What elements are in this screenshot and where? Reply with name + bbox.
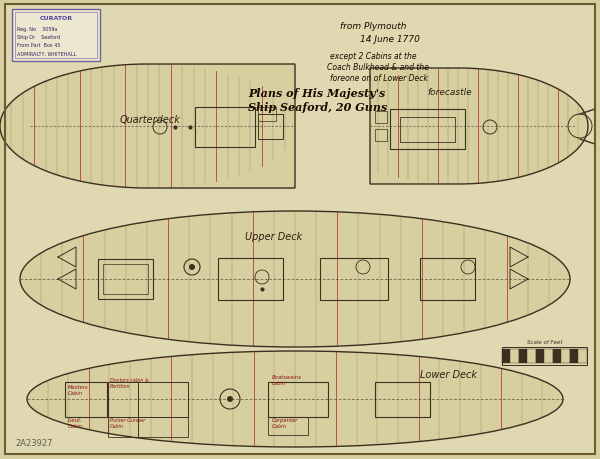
Bar	[502, 347, 587, 365]
Bar	[12, 10, 100, 62]
Text: Lieut.
Cabin: Lieut. Cabin	[68, 417, 83, 428]
Bar	[400, 118, 455, 143]
Bar	[195, 108, 255, 148]
Circle shape	[227, 396, 233, 402]
Bar	[527, 349, 536, 363]
Text: Purser Gunner
Cabin: Purser Gunner Cabin	[110, 417, 145, 428]
Text: Upper Deck: Upper Deck	[245, 231, 302, 241]
Text: Ship Or    Seaford: Ship Or Seaford	[17, 35, 60, 40]
Bar	[258, 115, 283, 140]
Bar	[108, 382, 138, 417]
Text: From Part  Box 45: From Part Box 45	[17, 43, 61, 48]
Text: from Plymouth: from Plymouth	[340, 22, 407, 31]
Bar	[258, 108, 276, 122]
Bar	[420, 258, 475, 300]
Bar	[375, 382, 430, 417]
Text: Scale of Feet: Scale of Feet	[527, 339, 563, 344]
Text: 2A23927: 2A23927	[15, 438, 53, 447]
Bar	[138, 417, 188, 437]
Text: Doctors cabin &
Partition: Doctors cabin & Partition	[110, 377, 149, 388]
Text: CURATOR: CURATOR	[40, 16, 73, 21]
Bar	[138, 382, 188, 417]
Text: Carpenter
Cabin: Carpenter Cabin	[272, 417, 298, 428]
Text: Boatswains
cabin: Boatswains cabin	[272, 374, 302, 385]
Bar	[65, 382, 107, 417]
Bar	[103, 264, 148, 294]
Bar	[108, 417, 138, 437]
Text: foreone on of Lower Deck: foreone on of Lower Deck	[330, 74, 428, 83]
Bar	[375, 130, 387, 142]
Bar	[511, 349, 519, 363]
Bar	[562, 349, 570, 363]
Bar	[553, 349, 562, 363]
Text: Quarterdeck: Quarterdeck	[120, 115, 181, 125]
Ellipse shape	[27, 351, 563, 447]
Text: Ship Seaford, 20 Guns: Ship Seaford, 20 Guns	[248, 102, 387, 113]
Text: forecastle: forecastle	[428, 87, 472, 96]
Bar	[544, 349, 553, 363]
Text: 14 June 1770: 14 June 1770	[360, 35, 420, 44]
Bar	[570, 349, 578, 363]
Text: Lower Deck: Lower Deck	[420, 369, 477, 379]
Bar	[98, 259, 153, 299]
Text: Reg. No    3059a: Reg. No 3059a	[17, 27, 58, 32]
Text: Masters
Cabin: Masters Cabin	[68, 384, 89, 395]
Bar	[218, 258, 283, 300]
Ellipse shape	[20, 212, 570, 347]
Bar	[268, 417, 308, 435]
Text: except 2 Cabins at the: except 2 Cabins at the	[330, 52, 416, 61]
PathPatch shape	[370, 69, 588, 185]
Bar	[390, 110, 465, 150]
Bar	[375, 112, 387, 124]
Bar	[578, 349, 587, 363]
Text: Plans of His Majesty's: Plans of His Majesty's	[248, 88, 385, 99]
PathPatch shape	[0, 65, 295, 189]
Bar	[502, 349, 511, 363]
Bar	[320, 258, 388, 300]
Text: ADMIRALTY, WHITEHALL: ADMIRALTY, WHITEHALL	[17, 52, 76, 57]
Bar	[536, 349, 544, 363]
Bar	[519, 349, 527, 363]
Bar	[15, 13, 97, 59]
Bar	[268, 382, 328, 417]
Circle shape	[189, 264, 195, 270]
Text: Coach Bulkhead & and the: Coach Bulkhead & and the	[327, 63, 429, 72]
